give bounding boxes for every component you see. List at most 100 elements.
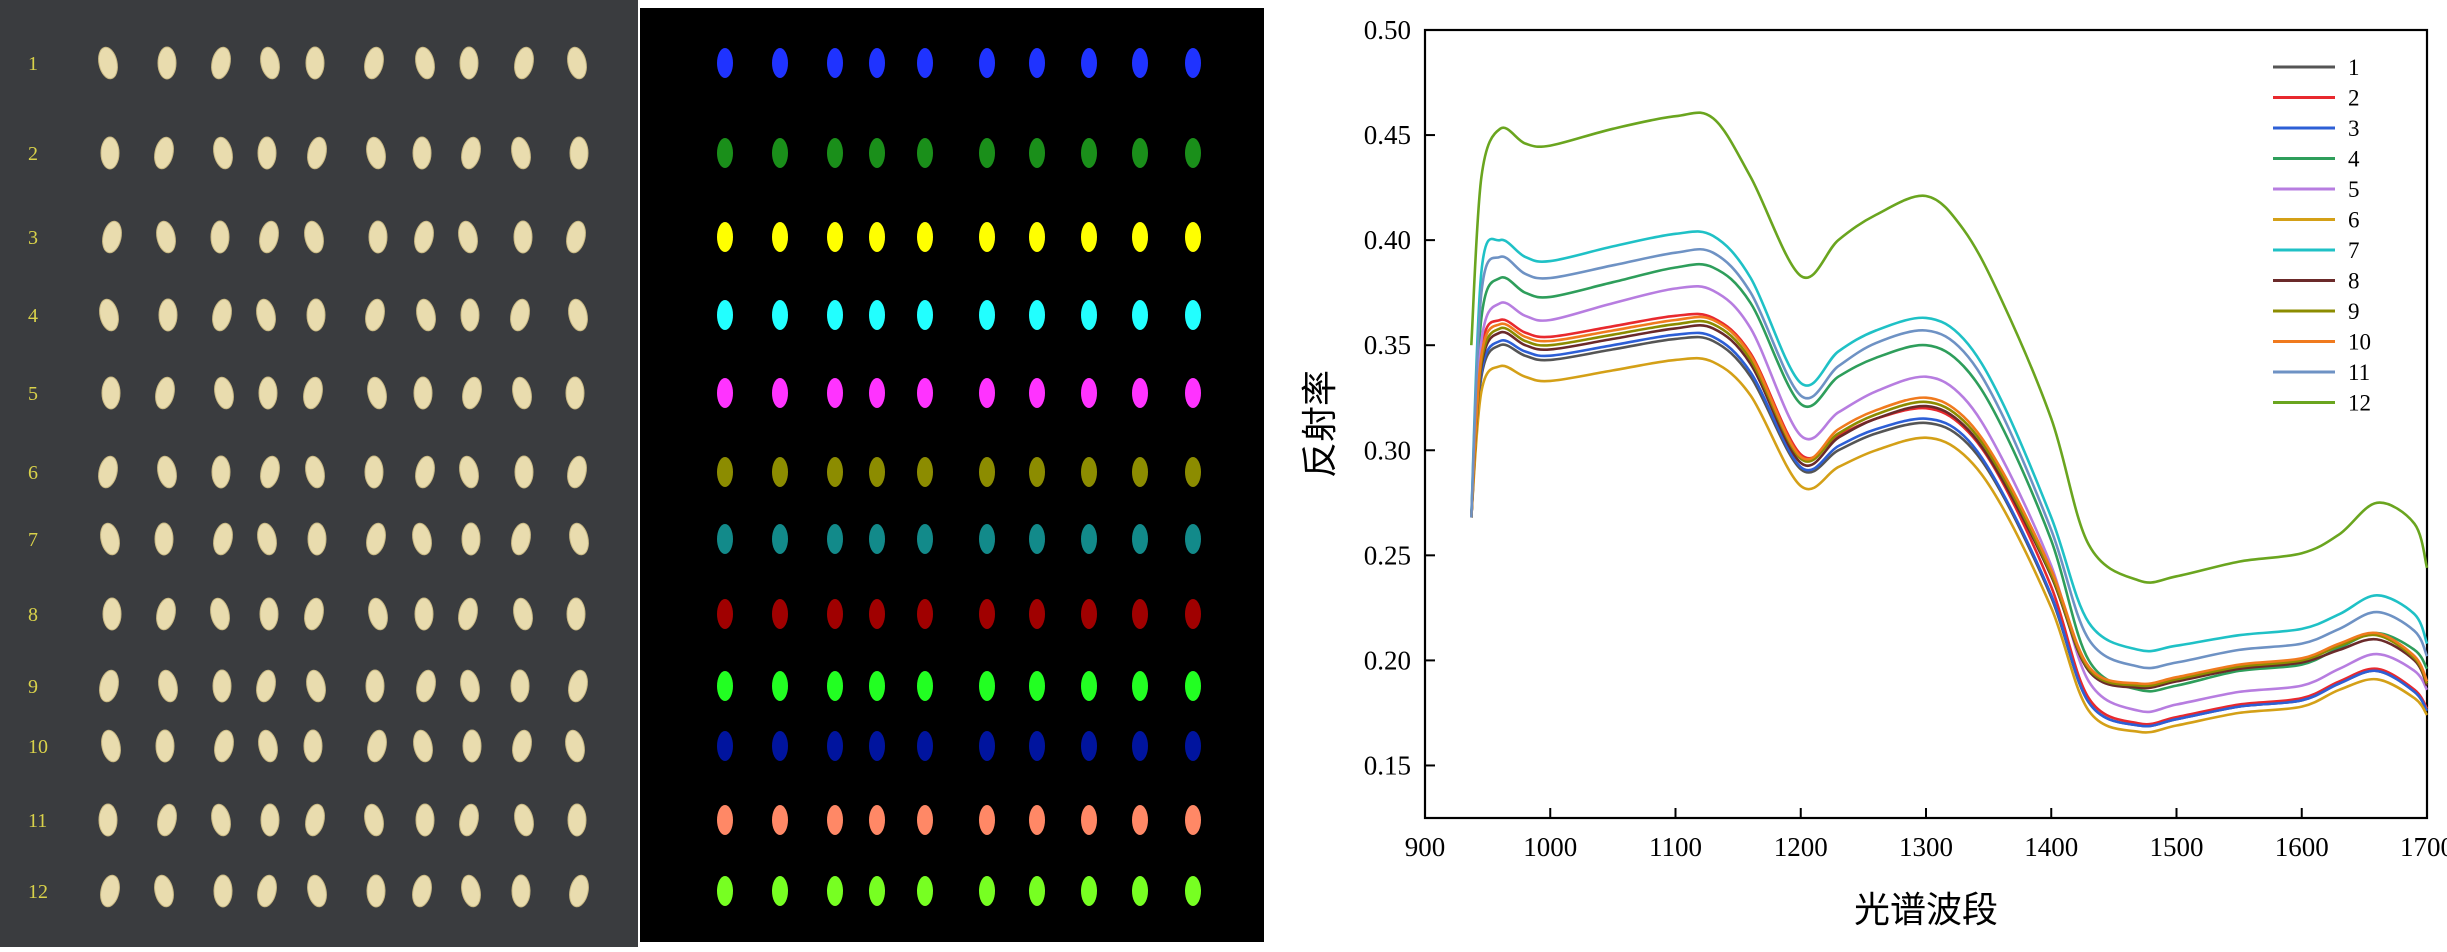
seed-kernel [513, 597, 533, 631]
segmented-kernel [979, 524, 995, 554]
segmented-kernel [917, 876, 933, 906]
segmented-kernel [1029, 138, 1045, 168]
segmented-kernel [717, 378, 733, 408]
row-label: 5 [28, 383, 38, 405]
seed-kernel [211, 803, 231, 837]
seed-kernel [366, 136, 386, 170]
seed-kernel [155, 729, 175, 763]
segmented-kernel [772, 524, 788, 554]
legend-label: 4 [2348, 147, 2360, 172]
segmented-kernel [827, 876, 843, 906]
seed-kernel [98, 803, 118, 837]
row-label: 3 [28, 227, 38, 249]
seed-kernel [459, 803, 479, 837]
segmented-kernel [869, 48, 885, 78]
seed-kernel [567, 455, 587, 489]
seed-kernel [99, 298, 119, 332]
x-tick-label: 1200 [1774, 832, 1828, 862]
seed-kernel [568, 669, 588, 703]
seed-kernel [213, 136, 233, 170]
segmented-kernel [1132, 599, 1148, 629]
segmented-kernel [1132, 524, 1148, 554]
segmented-kernel [772, 876, 788, 906]
segmented-kernel [1185, 48, 1201, 78]
segmented-kernel [979, 300, 995, 330]
seed-kernel [258, 376, 278, 410]
seed-kernel [214, 729, 234, 763]
y-tick-label: 0.45 [1364, 120, 1411, 150]
segmented-kernel [917, 457, 933, 487]
row-label: 7 [28, 529, 38, 551]
segmented-kernel [1081, 671, 1097, 701]
seed-kernel [154, 874, 174, 908]
seed-kernel [565, 729, 585, 763]
segmented-kernel [1029, 48, 1045, 78]
y-tick-label: 0.40 [1364, 225, 1411, 255]
segmented-kernel [772, 300, 788, 330]
seed-kernel [514, 803, 534, 837]
seed-kernel [307, 136, 327, 170]
legend-label: 9 [2348, 299, 2360, 324]
segmented-kernel [1029, 457, 1045, 487]
series-line-5 [1470, 284, 2429, 714]
x-axis-label: 光谱波段 [1854, 890, 1998, 930]
segmented-kernel [869, 524, 885, 554]
seed-kernel [213, 874, 233, 908]
seed-kernel [260, 803, 280, 837]
segmented-kernel [827, 300, 843, 330]
segmented-kernel [869, 222, 885, 252]
segmented-kernel [1132, 876, 1148, 906]
seed-kernel [304, 220, 324, 254]
seed-kernel [458, 220, 478, 254]
segmented-kernel [1081, 48, 1097, 78]
seed-kernel [567, 46, 587, 80]
seed-kernel [364, 46, 384, 80]
seed-kernel [101, 376, 121, 410]
seed-kernel [510, 298, 530, 332]
seed-kernel [514, 46, 534, 80]
seed-kernel [569, 136, 589, 170]
segmented-kernel [917, 671, 933, 701]
segmented-kernel [1185, 805, 1201, 835]
y-tick-label: 0.15 [1364, 750, 1411, 780]
x-tick-label: 1100 [1649, 832, 1702, 862]
seed-kernel [259, 597, 279, 631]
segmented-kernel [869, 599, 885, 629]
y-tick-label: 0.25 [1364, 540, 1411, 570]
seed-kernel [412, 874, 432, 908]
row-label: 11 [28, 810, 47, 832]
seed-kernel [414, 597, 434, 631]
seed-kernel [158, 298, 178, 332]
segmented-kernel [917, 731, 933, 761]
row-label: 10 [28, 736, 48, 758]
segmented-kernel [869, 876, 885, 906]
seed-kernel [366, 874, 386, 908]
segmented-kernel [717, 599, 733, 629]
segmented-kernel [1081, 599, 1097, 629]
series-line-3 [1470, 331, 2429, 728]
segmented-kernel [1081, 524, 1097, 554]
y-tick-label: 0.20 [1364, 645, 1411, 675]
seed-kernel [306, 298, 326, 332]
seed-kernel [257, 874, 277, 908]
segmented-kernel [772, 805, 788, 835]
segmented-kernel [717, 222, 733, 252]
segmented-kernel [979, 599, 995, 629]
segmented-kernel [717, 731, 733, 761]
row-label: 8 [28, 604, 38, 626]
segmented-kernel [772, 599, 788, 629]
segmented-kernel [1029, 671, 1045, 701]
seed-kernel [307, 874, 327, 908]
seed-kernel [256, 669, 276, 703]
seed-kernel [158, 669, 178, 703]
segmented-kernel [979, 222, 995, 252]
segmented-kernel [917, 524, 933, 554]
segmented-kernel [1081, 222, 1097, 252]
segmented-kernel [1029, 378, 1045, 408]
segmented-kernel [1185, 599, 1201, 629]
seed-kernel [101, 729, 121, 763]
segmented-kernel [1185, 671, 1201, 701]
legend-label: 10 [2348, 330, 2371, 355]
